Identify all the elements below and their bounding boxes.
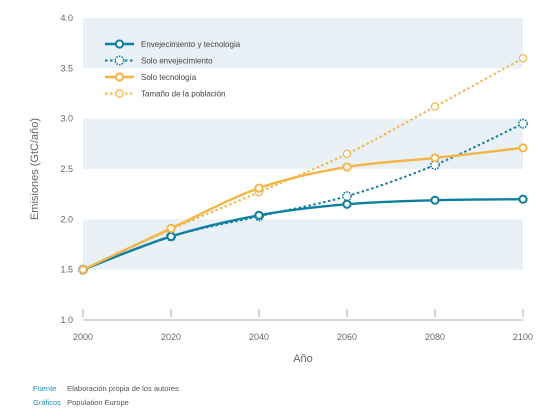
legend-label: Solo tecnología [141, 73, 197, 82]
data-point [430, 153, 440, 163]
y-tick-label: 4.0 [60, 13, 73, 23]
data-point [342, 162, 352, 172]
data-point [166, 223, 176, 233]
y-tick-label: 2.5 [60, 164, 73, 174]
legend: Envejecimiento y tecnologia Solo envejeci… [105, 39, 241, 99]
footer-graphics-value: Population Europe [67, 398, 129, 407]
legend-label: Solo envejecimiento [141, 57, 213, 66]
y-tick-label: 1.5 [60, 265, 73, 275]
footer-graphics: Gráficos Population Europe [33, 398, 129, 407]
data-point [518, 54, 528, 63]
data-point [517, 118, 528, 129]
legend-label: Envejecimiento y tecnologia [141, 40, 241, 49]
series-line [82, 198, 524, 271]
series-line [82, 57, 524, 271]
x-tick-label: 2000 [73, 332, 93, 342]
x-axis-title: Año [293, 353, 313, 365]
emissions-line-chart: 1.0 1.5 2.0 2.5 3.0 3.5 4.0 2000 2020 2040 2060 208… [29, 13, 533, 365]
footer-source: Fuente Elaboración propia de los autores [33, 384, 179, 393]
data-point [430, 195, 440, 205]
legend-marker [115, 89, 124, 98]
y-axis-title: Emisiones (GtC/año) [29, 118, 41, 220]
footer-source-key: Fuente [33, 384, 57, 393]
data-point [78, 265, 88, 275]
data-point [518, 194, 528, 204]
data-point [166, 231, 176, 242]
data-point [518, 143, 528, 153]
series-line [82, 146, 524, 271]
data-point [254, 183, 264, 193]
data-point [430, 102, 440, 111]
y-tick-label: 3.5 [60, 63, 73, 73]
x-tick-label: 2040 [249, 332, 269, 342]
legend-marker [114, 55, 125, 66]
legend-label: Tamaño de la población [141, 90, 226, 99]
footer-source-value: Elaboración propia de los autores [67, 384, 179, 393]
grid-band [83, 219, 523, 270]
footer-graphics-key: Gráficos [33, 398, 61, 407]
y-tick-label: 3.0 [60, 114, 73, 124]
series-solo-tecnologia [78, 143, 528, 275]
data-point [341, 191, 352, 202]
x-tick-label: 2060 [337, 332, 357, 342]
grid-band [83, 118, 523, 169]
legend-marker [114, 39, 125, 49]
data-point [254, 210, 264, 220]
y-tick-label: 1.0 [60, 315, 73, 325]
x-tick-label: 2020 [161, 332, 181, 342]
y-tick-label: 2.0 [60, 214, 73, 224]
x-tick-label: 2080 [425, 332, 445, 342]
grid-band [83, 18, 523, 69]
data-point [342, 149, 352, 159]
data-point [342, 199, 352, 209]
legend-marker [114, 72, 125, 82]
x-tick-label: 2100 [513, 332, 533, 342]
